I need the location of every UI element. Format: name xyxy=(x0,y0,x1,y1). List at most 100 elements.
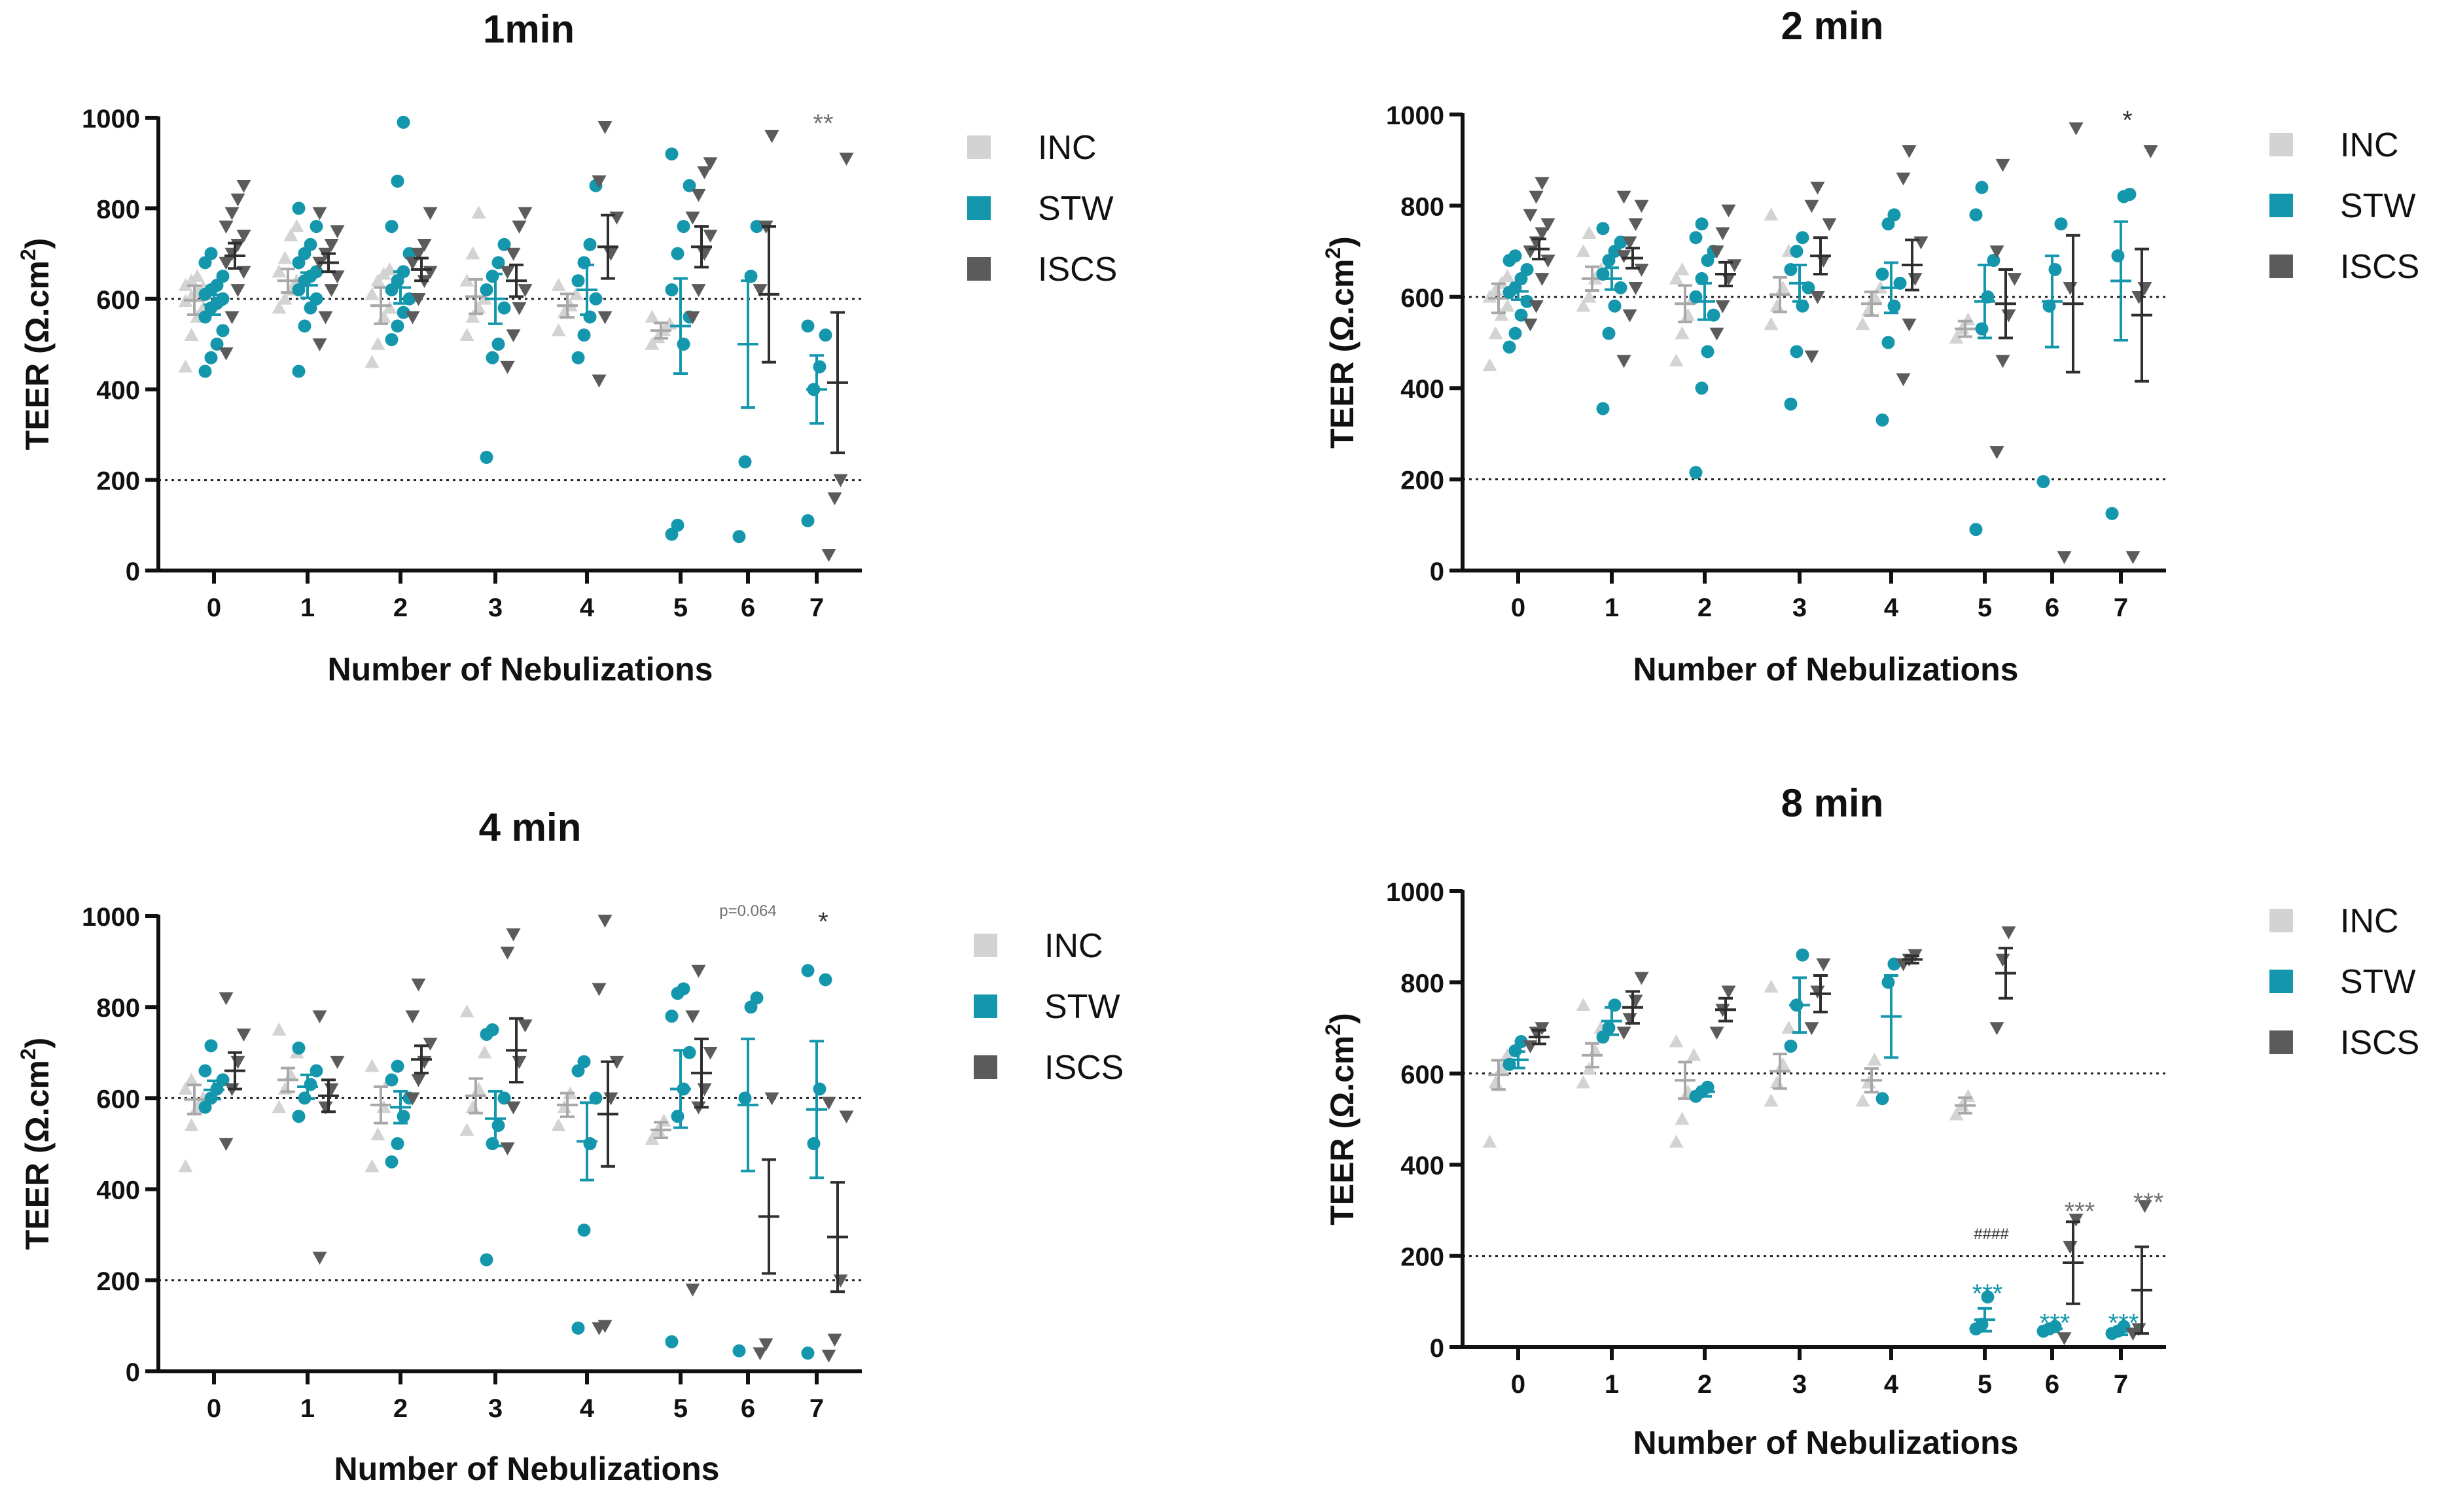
data-point-stw xyxy=(671,247,684,260)
data-point-inc xyxy=(283,228,298,241)
data-point-inc xyxy=(1855,317,1870,330)
significance-annotation: #### xyxy=(1974,1225,2009,1243)
data-point-stw xyxy=(571,1321,585,1335)
x-tick-label: 0 xyxy=(207,593,221,622)
y-tick-label: 400 xyxy=(1400,1152,1444,1180)
y-axis-title-end: ) xyxy=(19,1038,56,1049)
x-tick-label: 3 xyxy=(488,1394,503,1423)
data-point-stw xyxy=(671,1110,684,1123)
data-point-stw xyxy=(1887,299,1901,313)
y-axis-title: TEER (Ω.cm2) xyxy=(16,1038,56,1250)
data-point-stw xyxy=(385,333,399,347)
data-point-stw xyxy=(1614,236,1627,249)
data-point-stw xyxy=(577,328,591,342)
y-tick-label: 800 xyxy=(96,195,140,224)
y-tick-label: 1000 xyxy=(1386,878,1444,907)
data-point-iscs xyxy=(821,548,836,562)
data-point-stw xyxy=(397,1110,410,1123)
data-point-inc xyxy=(1764,1093,1779,1107)
data-point-iscs xyxy=(691,284,706,297)
data-point-stw xyxy=(216,270,230,283)
data-point-stw xyxy=(480,451,493,464)
data-point-stw xyxy=(665,1010,679,1023)
data-point-iscs xyxy=(1709,327,1724,341)
data-point-stw xyxy=(292,1041,306,1055)
x-tick-label: 3 xyxy=(1792,1370,1807,1399)
y-tick-label: 800 xyxy=(1400,969,1444,998)
data-point-stw xyxy=(385,1073,399,1087)
significance-annotation: * xyxy=(818,907,828,936)
data-point-stw xyxy=(577,1055,591,1068)
data-point-iscs xyxy=(1616,250,1631,264)
data-point-inc xyxy=(272,300,287,314)
data-point-iscs xyxy=(512,302,527,315)
data-point-stw xyxy=(486,1023,499,1036)
data-point-iscs xyxy=(2069,122,2084,135)
data-point-iscs xyxy=(1995,355,2010,368)
y-axis-title-superscript: 2 xyxy=(16,249,40,260)
data-point-stw xyxy=(2054,217,2068,231)
data-point-iscs xyxy=(597,1320,613,1333)
legend-label-inc: INC xyxy=(1044,927,1103,965)
data-point-stw xyxy=(665,283,679,296)
data-point-inc xyxy=(1775,280,1790,294)
x-tick-label: 6 xyxy=(2045,1370,2059,1399)
data-point-iscs xyxy=(500,266,515,279)
legend-label-iscs: ISCS xyxy=(1038,251,1117,289)
data-point-stw xyxy=(807,1137,821,1150)
data-point-iscs xyxy=(405,1092,420,1106)
data-point-iscs xyxy=(1535,227,1550,241)
data-point-inc xyxy=(364,287,380,300)
data-point-stw xyxy=(665,147,679,161)
data-point-stw xyxy=(1875,1092,1889,1106)
data-point-inc xyxy=(1488,1075,1503,1089)
data-point-stw xyxy=(677,220,690,234)
data-point-inc xyxy=(551,323,566,337)
data-point-iscs xyxy=(1535,177,1550,190)
data-point-stw xyxy=(583,237,597,251)
data-point-iscs xyxy=(500,1142,515,1155)
data-point-inc xyxy=(1775,1057,1790,1070)
legend-label-stw: STW xyxy=(1038,190,1114,228)
data-point-iscs xyxy=(697,247,712,261)
data-point-iscs xyxy=(1896,172,1911,186)
y-tick-label: 0 xyxy=(126,1358,140,1387)
data-point-iscs xyxy=(1523,209,1538,222)
data-point-stw xyxy=(1784,397,1798,411)
data-point-stw xyxy=(1602,326,1616,340)
y-axis-title-main: TEER (Ω.cm xyxy=(1324,1036,1360,1225)
significance-annotation: p=0.064 xyxy=(719,902,776,920)
data-point-stw xyxy=(497,237,511,251)
data-point-stw xyxy=(583,1137,597,1150)
data-point-iscs xyxy=(609,211,624,225)
data-point-inc xyxy=(1669,353,1684,367)
x-tick-label: 5 xyxy=(1978,1370,1992,1399)
x-tick-label: 2 xyxy=(1697,1370,1712,1399)
x-tick-label: 2 xyxy=(393,1394,408,1423)
data-point-inc xyxy=(1764,979,1779,993)
data-point-iscs xyxy=(703,230,718,243)
y-axis-title-main: TEER (Ω.cm xyxy=(1324,259,1360,449)
data-point-iscs xyxy=(411,978,426,992)
legend-swatch-inc xyxy=(2269,909,2293,932)
data-point-iscs xyxy=(691,964,706,978)
x-tick-label: 5 xyxy=(673,593,688,622)
data-point-inc xyxy=(364,1059,380,1072)
data-point-inc xyxy=(1675,1112,1690,1125)
data-point-stw xyxy=(671,518,684,532)
data-point-iscs xyxy=(411,293,426,306)
data-point-stw xyxy=(819,973,832,987)
data-point-inc xyxy=(557,1100,572,1114)
chart-title: 2 min xyxy=(1781,4,1884,48)
chart-panel: 1min 0 200 400 600 800 1000 0 1 2 3 4 5 6 7 Number of N… xyxy=(16,7,1117,688)
data-point-iscs xyxy=(1622,236,1637,250)
data-point-iscs xyxy=(603,247,618,261)
data-point-inc xyxy=(1576,298,1591,312)
data-point-stw xyxy=(292,364,306,378)
legend-swatch-iscs xyxy=(2269,255,2293,278)
data-point-iscs xyxy=(219,992,234,1006)
y-tick-label: 600 xyxy=(1400,1061,1444,1089)
data-point-iscs xyxy=(324,1083,339,1097)
data-point-inc xyxy=(1861,1075,1876,1089)
data-point-iscs xyxy=(1810,181,1825,195)
